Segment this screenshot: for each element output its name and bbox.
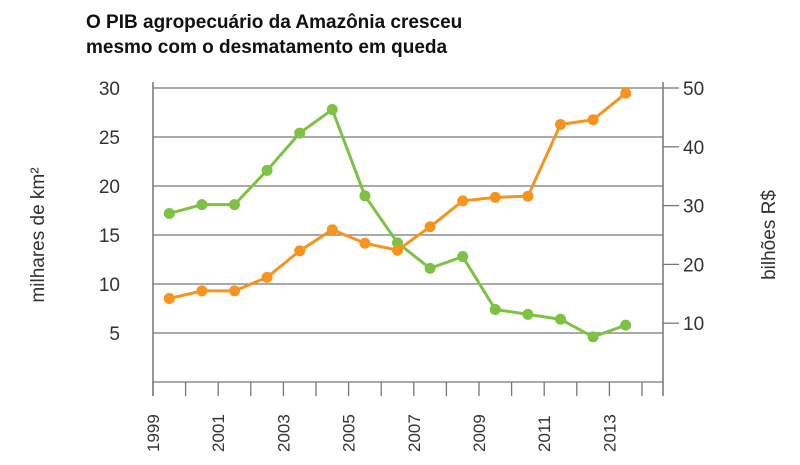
y-right-tick-label: 40	[683, 138, 704, 159]
title-line-2: mesmo com o desmatamento em queda	[86, 37, 448, 58]
data-point-left	[457, 251, 469, 263]
y-left-tick-label: 10	[99, 275, 120, 296]
title-line-1: O PIB agropecuário da Amazônia cresceu	[86, 12, 463, 33]
data-point-right	[522, 190, 534, 202]
y-left-tick-label: 5	[109, 324, 120, 345]
x-tick-label: 2009	[470, 414, 489, 452]
data-point-right	[457, 195, 469, 207]
x-tick-label: 2011	[535, 415, 554, 452]
y-left-tick-label: 15	[99, 226, 120, 247]
data-point-right	[229, 285, 240, 297]
y-left-tick-label: 25	[99, 128, 120, 149]
series-line-left	[168, 107, 627, 339]
y-right-tick-label: 10	[683, 314, 704, 335]
y-right-axis-label: bilhões R$	[759, 190, 780, 280]
x-tick-label: 1999	[144, 414, 163, 452]
data-point-left	[522, 308, 534, 320]
y-left-axis-label: milhares de km²	[28, 167, 49, 302]
data-point-right	[587, 114, 599, 126]
chart-title: O PIB agropecuário da Amazônia cresceu m…	[86, 10, 462, 60]
data-point-left	[587, 331, 599, 343]
data-point-right	[163, 293, 175, 305]
data-point-right	[359, 237, 371, 249]
data-point-right	[261, 271, 273, 283]
data-point-left	[359, 190, 371, 202]
x-tick-label: 2013	[600, 414, 619, 452]
data-point-left	[326, 104, 338, 116]
data-point-left	[555, 313, 566, 325]
y-right-tick-label: 20	[683, 255, 704, 276]
y-right-tick-label: 30	[683, 197, 704, 218]
data-point-right	[294, 245, 306, 257]
data-point-left	[163, 207, 175, 219]
x-tick-label: 2001	[209, 414, 228, 452]
y-left-tick-label: 20	[99, 177, 120, 198]
data-point-left	[620, 319, 632, 331]
data-point-left	[294, 127, 306, 139]
data-point-right	[326, 224, 338, 236]
data-point-left	[261, 164, 273, 176]
y-right-tick-label: 50	[683, 79, 704, 100]
x-tick-label: 2005	[340, 414, 359, 452]
data-point-right	[620, 87, 632, 99]
data-point-left	[229, 199, 240, 211]
data-point-left	[424, 262, 436, 274]
data-point-right	[392, 244, 403, 256]
data-point-left	[196, 199, 208, 211]
x-tick-label: 2007	[405, 414, 424, 452]
data-point-right	[555, 118, 566, 130]
data-point-left	[489, 303, 501, 315]
data-point-right	[489, 191, 501, 203]
y-left-tick-label: 30	[99, 79, 120, 100]
data-point-right	[424, 221, 436, 233]
x-tick-label: 2003	[274, 414, 293, 452]
data-point-right	[196, 285, 208, 297]
